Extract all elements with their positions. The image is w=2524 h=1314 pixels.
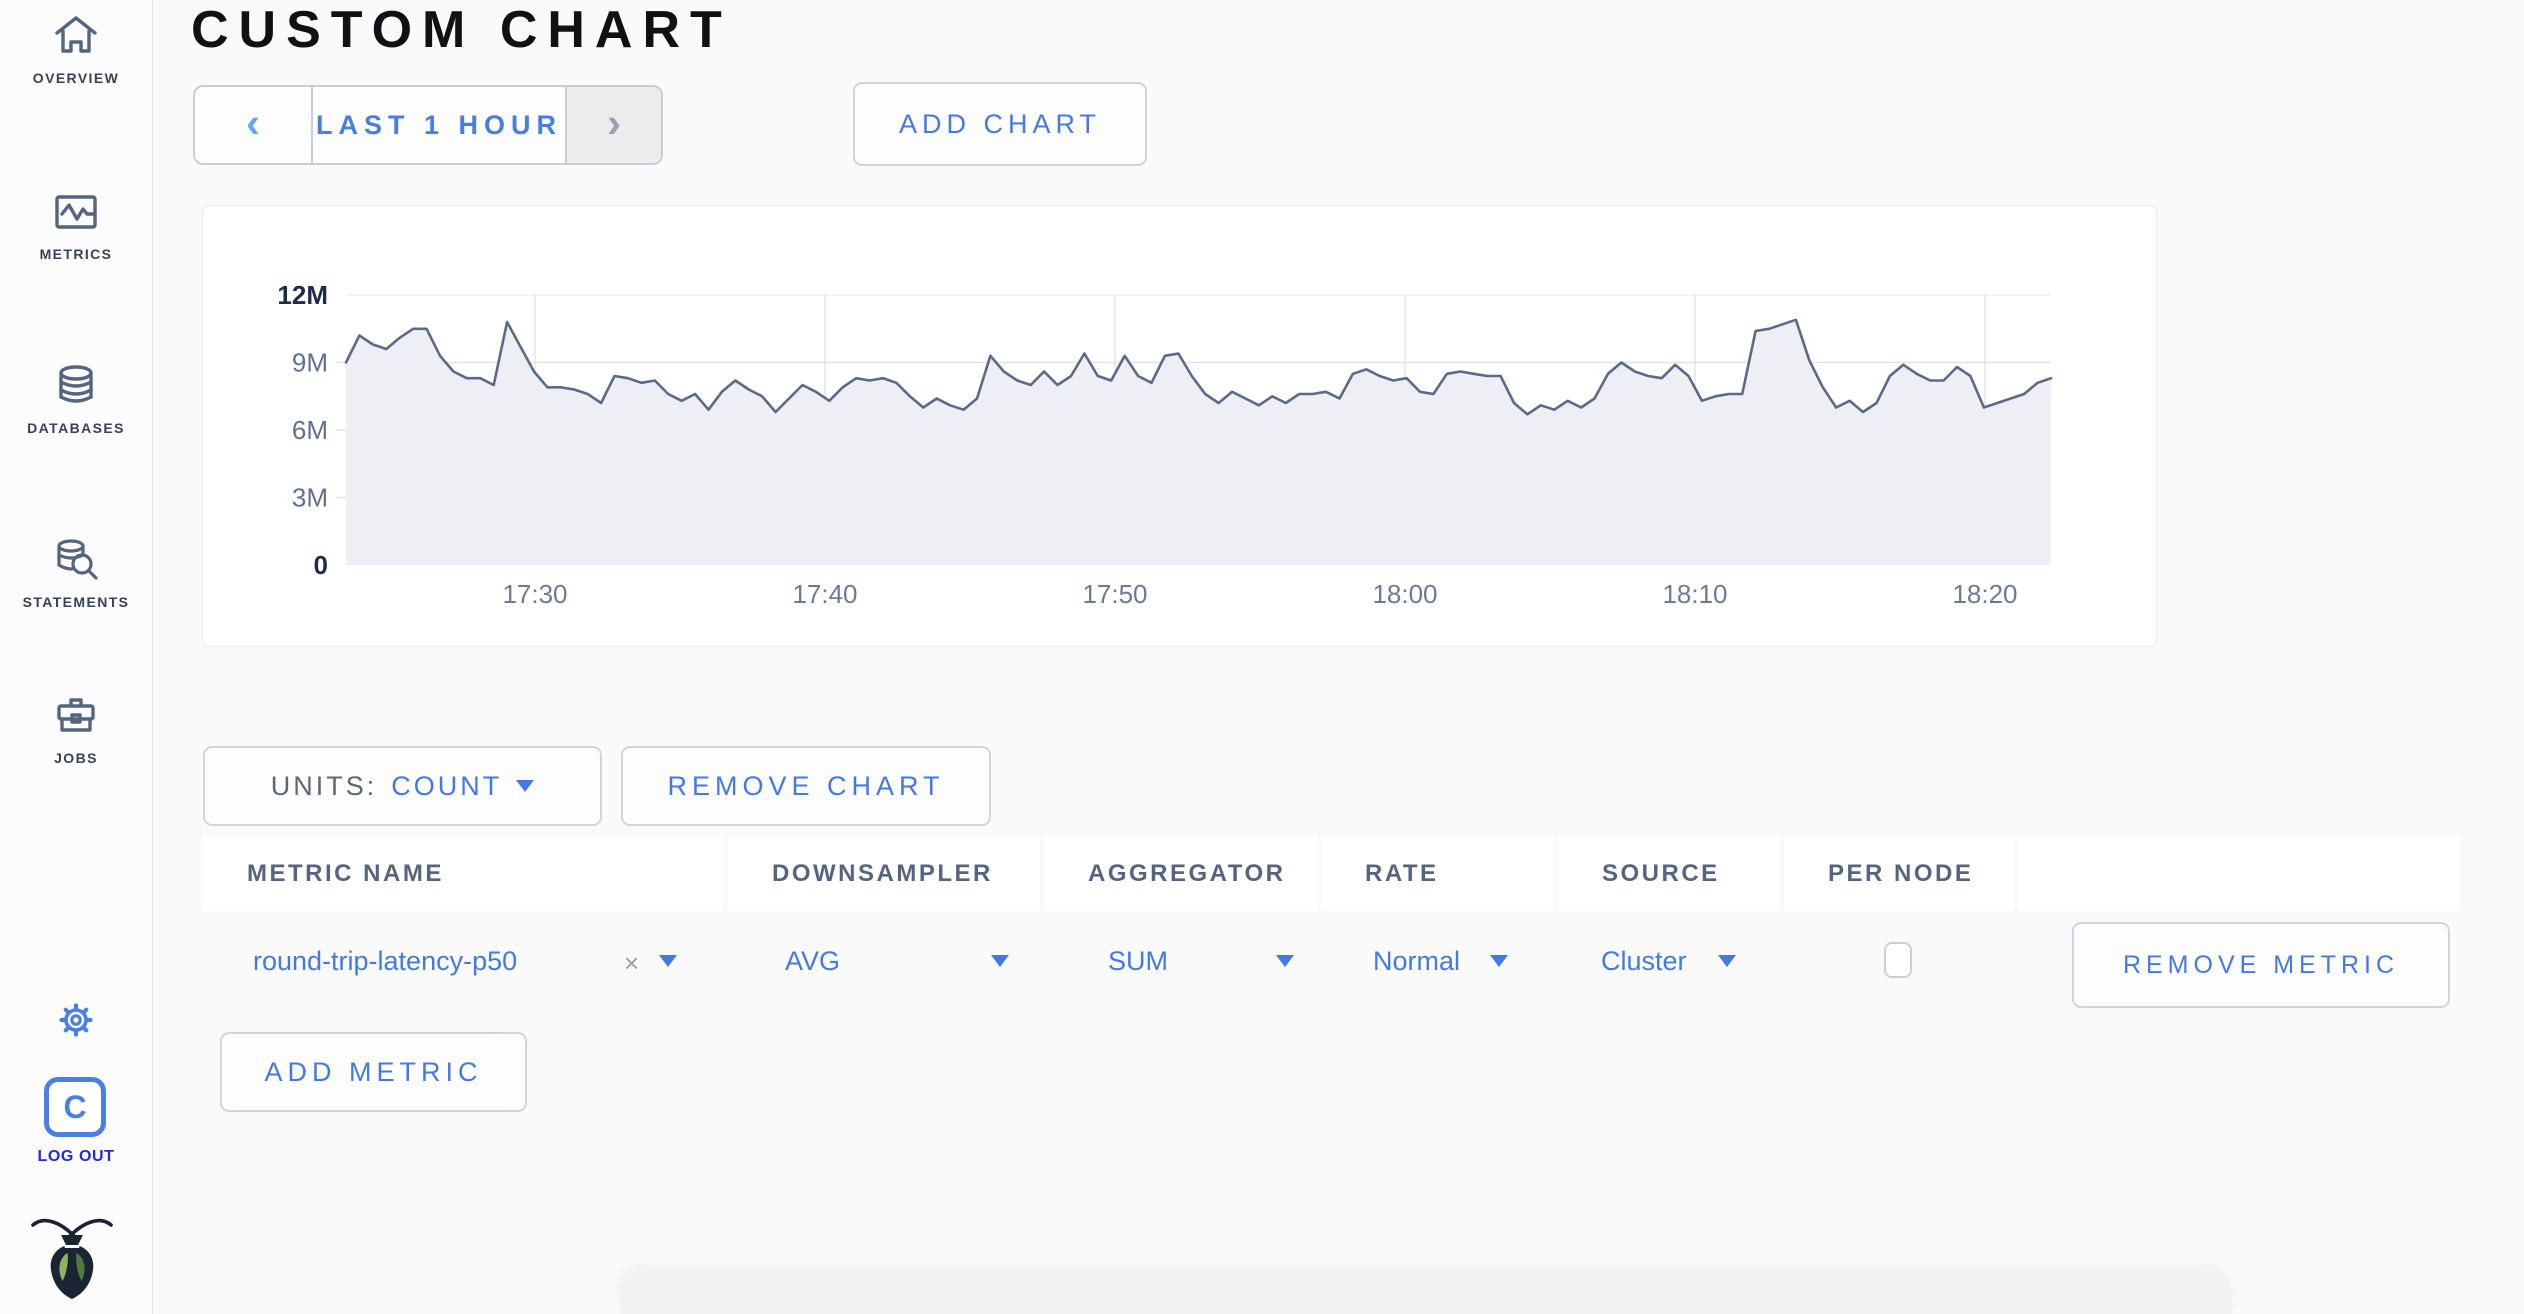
- sidebar-item-jobs[interactable]: JOBS: [0, 692, 152, 766]
- rate-value[interactable]: Normal: [1373, 946, 1461, 976]
- database-icon: [52, 362, 100, 410]
- sidebar-item-label: DATABASES: [27, 420, 125, 436]
- cockroach-c-logo[interactable]: C: [44, 1077, 106, 1137]
- units-prefix-label: UNITS:: [270, 770, 378, 801]
- svg-text:18:20: 18:20: [1952, 579, 2017, 609]
- svg-text:6M: 6M: [292, 415, 328, 445]
- home-icon: [52, 12, 100, 60]
- custom-chart-card: 17:30 17:40 17:50 18:00 18:10 18:20 12M 9M 6M 3M 0: [202, 205, 2157, 647]
- svg-text:3M: 3M: [292, 483, 328, 513]
- cockroach-bug-logo: [30, 1208, 114, 1300]
- source-value[interactable]: Cluster: [1601, 946, 1687, 976]
- statements-icon: [52, 536, 100, 584]
- metric-name-value[interactable]: round-trip-latency-p50: [253, 946, 518, 976]
- settings-button[interactable]: [0, 996, 152, 1049]
- remove-metric-button[interactable]: REMOVE METRIC: [2072, 922, 2450, 1008]
- aggregator-dropdown-icon[interactable]: [1276, 955, 1294, 967]
- jobs-icon: [52, 692, 100, 740]
- sidebar-item-metrics[interactable]: METRICS: [0, 188, 152, 262]
- logo-letter: C: [63, 1088, 87, 1125]
- remove-chart-button[interactable]: REMOVE CHART: [621, 746, 991, 826]
- gear-icon: [52, 996, 100, 1044]
- sidebar-item-label: OVERVIEW: [32, 70, 120, 86]
- svg-text:9M: 9M: [292, 348, 328, 378]
- metrics-icon: [52, 188, 100, 236]
- time-range-selector: ‹ LAST 1 HOUR ›: [193, 85, 663, 165]
- per-node-checkbox[interactable]: [1884, 942, 1912, 978]
- svg-text:12M: 12M: [277, 280, 328, 310]
- sidebar-item-overview[interactable]: OVERVIEW: [0, 12, 152, 86]
- time-range-prev-button[interactable]: ‹: [195, 87, 313, 163]
- aggregator-value[interactable]: SUM: [1108, 946, 1168, 976]
- rate-dropdown-icon[interactable]: [1490, 955, 1508, 967]
- timeseries-chart: 17:30 17:40 17:50 18:00 18:10 18:20 12M 9M 6M 3M 0: [277, 280, 2053, 609]
- time-range-label[interactable]: LAST 1 HOUR: [315, 109, 562, 140]
- time-range-next-button[interactable]: ›: [565, 87, 661, 163]
- source-dropdown-icon[interactable]: [1718, 955, 1736, 967]
- units-dropdown[interactable]: UNITS: COUNT: [203, 746, 602, 826]
- svg-text:17:40: 17:40: [792, 579, 857, 609]
- bottom-sheet-edge: [620, 1274, 2232, 1314]
- column-header-actions: [2018, 836, 2460, 911]
- column-header-aggregator: AGGREGATOR: [1044, 836, 1317, 911]
- svg-text:17:30: 17:30: [502, 579, 567, 609]
- column-header-downsampler: DOWNSAMPLER: [728, 836, 1040, 911]
- column-header-metric-name: METRIC NAME: [203, 836, 723, 911]
- clear-metric-icon[interactable]: ×: [624, 948, 640, 978]
- column-header-source: SOURCE: [1558, 836, 1780, 911]
- svg-text:18:00: 18:00: [1372, 579, 1437, 609]
- sidebar-item-label: STATEMENTS: [22, 594, 130, 610]
- sidebar-item-statements[interactable]: STATEMENTS: [0, 536, 152, 610]
- column-header-rate: RATE: [1321, 836, 1554, 911]
- chevron-down-icon: [516, 780, 535, 792]
- svg-text:0: 0: [314, 550, 328, 580]
- svg-text:17:50: 17:50: [1082, 579, 1147, 609]
- metric-name-dropdown-icon[interactable]: [659, 955, 677, 967]
- units-selected-value: COUNT: [391, 770, 503, 801]
- sidebar-item-label: JOBS: [54, 750, 98, 766]
- downsampler-value[interactable]: AVG: [785, 946, 841, 976]
- logout-link[interactable]: LOG OUT: [37, 1148, 115, 1165]
- column-header-per-node: PER NODE: [1784, 836, 2014, 911]
- add-chart-button[interactable]: ADD CHART: [853, 82, 1147, 166]
- svg-text:18:10: 18:10: [1662, 579, 1727, 609]
- sidebar-item-label: METRICS: [39, 246, 113, 262]
- downsampler-dropdown-icon[interactable]: [991, 955, 1009, 967]
- add-metric-button[interactable]: ADD METRIC: [220, 1032, 527, 1112]
- page-title: CUSTOM CHART: [191, 1, 732, 59]
- sidebar-item-databases[interactable]: DATABASES: [0, 362, 152, 436]
- sidebar: OVERVIEW METRICS DATABASES: [0, 0, 153, 1314]
